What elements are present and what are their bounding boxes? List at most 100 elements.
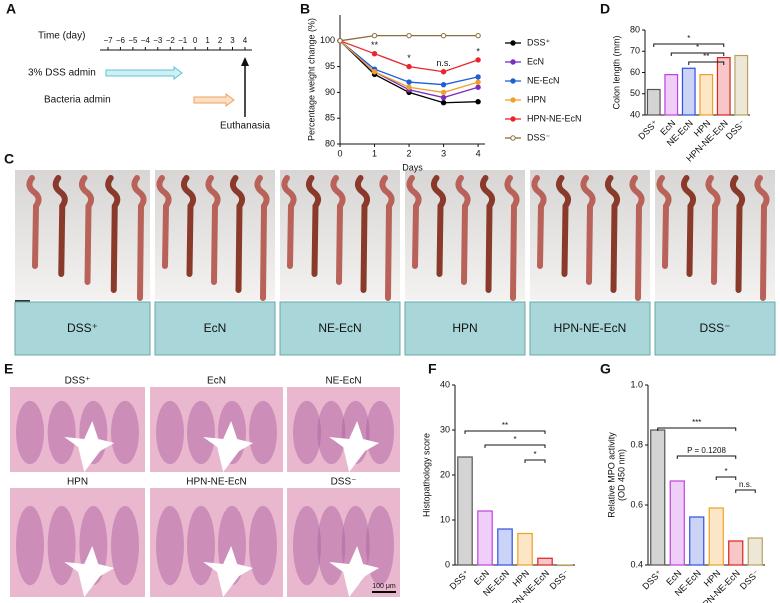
y-tick-label: 80 bbox=[325, 138, 335, 148]
significance-bracket bbox=[676, 455, 737, 459]
timeline-tick-label: −4 bbox=[141, 36, 151, 45]
series-point bbox=[406, 79, 412, 85]
x-tick-label: 4 bbox=[476, 148, 481, 158]
tissue bbox=[293, 505, 321, 586]
euthanasia-head bbox=[241, 57, 249, 66]
histology-image bbox=[287, 488, 400, 597]
timeline-end: Euthanasia bbox=[220, 121, 270, 132]
panel-label: E bbox=[4, 361, 13, 377]
tissue bbox=[293, 400, 321, 465]
y-tick-label: 85 bbox=[325, 113, 335, 123]
y-tick-label: 95 bbox=[325, 61, 335, 71]
significance-bracket bbox=[670, 52, 725, 56]
series-point bbox=[406, 63, 412, 70]
colon bbox=[180, 175, 197, 277]
x-tick-label: DSS⁻ bbox=[724, 118, 748, 142]
y-tick-label: 0 bbox=[445, 559, 450, 569]
significance: * bbox=[533, 450, 536, 459]
histology-image bbox=[150, 488, 283, 597]
timeline-tick-label: −3 bbox=[153, 36, 163, 45]
significance-bracket bbox=[735, 489, 756, 493]
significance-bracket bbox=[715, 476, 737, 480]
x-tick-label: DSS⁻ bbox=[548, 568, 572, 592]
x-tick-label: DSS⁺ bbox=[636, 118, 660, 142]
timeline-tick-label: −5 bbox=[128, 36, 138, 45]
tissue bbox=[187, 505, 215, 586]
bar bbox=[557, 564, 573, 567]
colon bbox=[52, 175, 68, 277]
series-point bbox=[440, 94, 447, 101]
y-tick-label: 0.4 bbox=[630, 559, 643, 569]
y-axis-label: Colon length (mm) bbox=[611, 35, 621, 109]
significance: n.s. bbox=[739, 480, 752, 489]
significance-bracket bbox=[688, 61, 725, 65]
panel-label: C bbox=[4, 151, 14, 167]
series-point bbox=[440, 89, 447, 96]
colon bbox=[580, 175, 596, 285]
lumen bbox=[203, 546, 254, 597]
colon bbox=[455, 175, 471, 285]
timeline-tick-label: 4 bbox=[243, 36, 248, 45]
bar bbox=[517, 532, 533, 566]
y-tick-label: 40 bbox=[630, 109, 640, 119]
tissue bbox=[366, 400, 394, 465]
timeline-tick-label: −6 bbox=[116, 36, 126, 45]
series-point bbox=[371, 69, 378, 75]
tissue bbox=[156, 505, 184, 586]
y-axis-label: Percentage weight change (%) bbox=[306, 18, 316, 141]
bar bbox=[477, 510, 493, 566]
x-tick-label: 3 bbox=[441, 148, 446, 158]
tissue bbox=[111, 400, 139, 465]
x-tick-label: 0 bbox=[337, 148, 342, 158]
lumen bbox=[203, 421, 254, 472]
tissue bbox=[16, 400, 44, 465]
tissue bbox=[317, 505, 346, 586]
bar bbox=[728, 540, 744, 566]
dss-arrow bbox=[105, 66, 183, 80]
significance-bracket bbox=[653, 43, 725, 47]
legend-marker bbox=[510, 135, 516, 141]
legend-marker bbox=[510, 97, 516, 103]
lumen bbox=[64, 421, 115, 472]
colon bbox=[205, 175, 221, 285]
x-axis-label: Days bbox=[402, 162, 423, 172]
series-point bbox=[475, 32, 481, 39]
colon bbox=[629, 175, 645, 301]
colon bbox=[729, 175, 746, 293]
tissue bbox=[47, 400, 76, 465]
significance: * bbox=[476, 46, 480, 56]
significance: * bbox=[687, 34, 690, 43]
series-point bbox=[475, 57, 481, 63]
legend-label: HPN-NE-EcN bbox=[527, 113, 582, 123]
significance: P = 0.1208 bbox=[687, 446, 726, 455]
lumen bbox=[329, 421, 380, 472]
tissue bbox=[249, 505, 277, 586]
histology-image bbox=[10, 488, 145, 597]
tissue bbox=[156, 400, 184, 465]
histology-label: HPN bbox=[67, 477, 88, 488]
histology-image bbox=[10, 387, 145, 472]
significance-bracket bbox=[484, 444, 546, 448]
colon bbox=[26, 175, 42, 269]
histology-label: DSS⁺ bbox=[65, 376, 91, 387]
tissue bbox=[317, 400, 346, 465]
series-point bbox=[475, 74, 481, 80]
photo-label: DSS⁺ bbox=[67, 321, 98, 335]
significance: ** bbox=[502, 421, 508, 430]
legend-marker bbox=[510, 40, 516, 46]
colon bbox=[131, 175, 147, 301]
colon bbox=[379, 175, 395, 301]
significance: * bbox=[696, 43, 699, 52]
x-tick-label: DSS⁺ bbox=[448, 568, 472, 592]
photo-label: DSS⁻ bbox=[699, 321, 730, 335]
photo-label: HPN-NE-EcN bbox=[554, 321, 627, 335]
colon bbox=[754, 175, 770, 301]
significance: * bbox=[513, 435, 516, 444]
legend-marker bbox=[510, 116, 516, 122]
tissue bbox=[187, 400, 215, 465]
panel-label: B bbox=[300, 1, 310, 17]
bar bbox=[646, 88, 661, 116]
photo-label-box bbox=[529, 301, 651, 356]
histology-label: NE-EcN bbox=[325, 376, 361, 387]
photo-label-box bbox=[154, 301, 276, 356]
